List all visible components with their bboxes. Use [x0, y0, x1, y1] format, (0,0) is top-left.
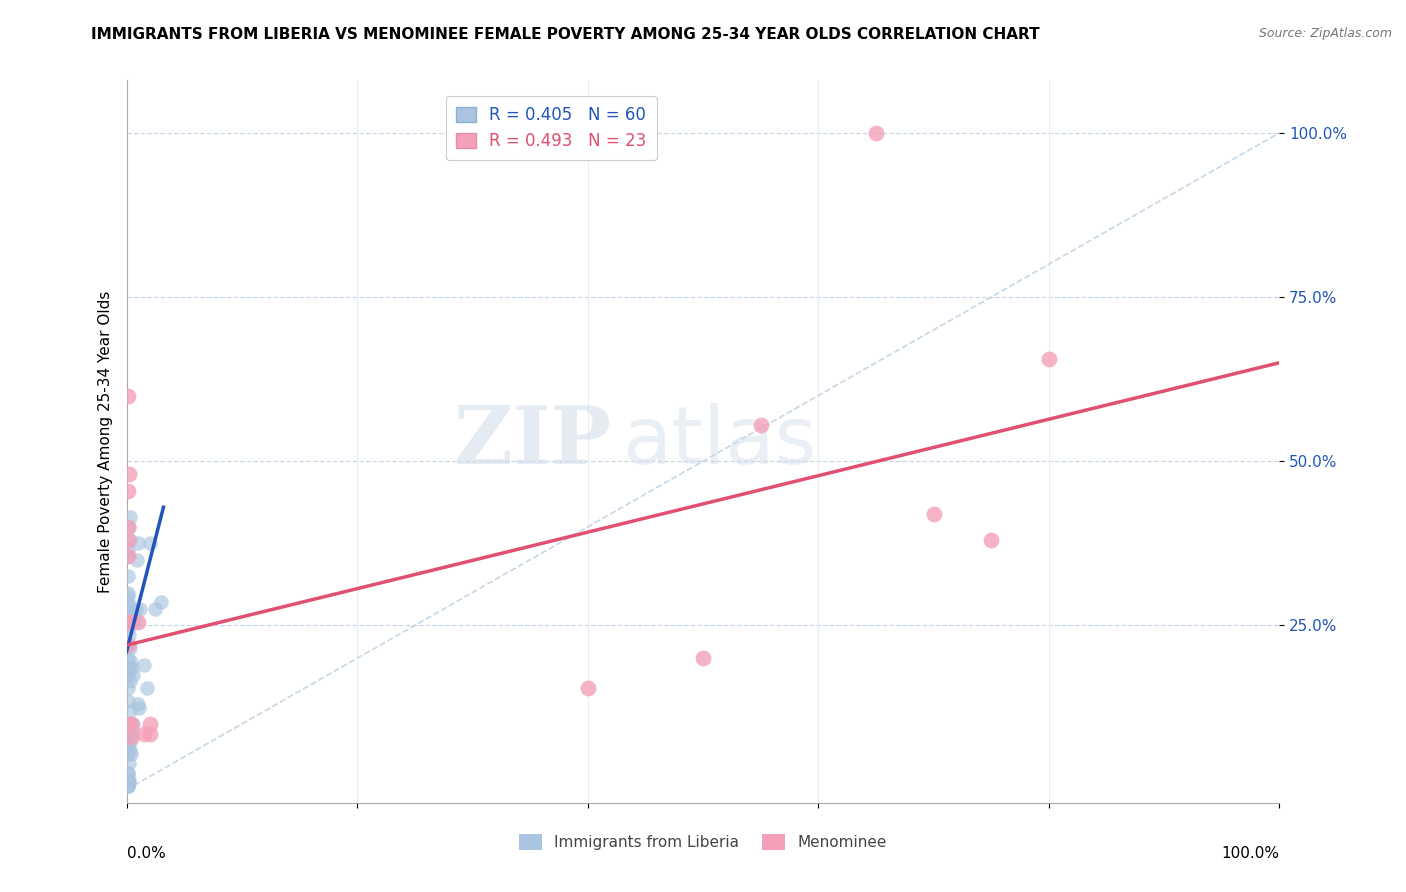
- Point: [118, 641, 141, 656]
- Point: [118, 756, 141, 771]
- Y-axis label: Female Poverty Among 25-34 Year Olds: Female Poverty Among 25-34 Year Olds: [97, 291, 112, 592]
- Point: [120, 733, 142, 747]
- Point: [124, 615, 146, 630]
- Text: atlas: atlas: [623, 402, 817, 481]
- Point: [117, 608, 139, 623]
- Point: [118, 704, 141, 718]
- Point: [117, 589, 139, 603]
- Text: Source: ZipAtlas.com: Source: ZipAtlas.com: [1258, 27, 1392, 40]
- Text: IMMIGRANTS FROM LIBERIA VS MENOMINEE FEMALE POVERTY AMONG 25-34 YEAR OLDS CORREL: IMMIGRANTS FROM LIBERIA VS MENOMINEE FEM…: [91, 27, 1040, 42]
- Point: [121, 605, 143, 619]
- Point: [127, 536, 149, 550]
- Point: [117, 772, 139, 787]
- Point: [128, 700, 150, 714]
- Point: [117, 766, 139, 780]
- Point: [138, 536, 160, 550]
- Point: [118, 638, 141, 652]
- Point: [117, 739, 139, 754]
- Point: [127, 615, 149, 630]
- Point: [118, 510, 141, 524]
- Point: [117, 549, 139, 564]
- Point: [118, 661, 141, 675]
- Point: [980, 533, 1002, 547]
- Point: [117, 766, 139, 780]
- Point: [865, 126, 887, 140]
- Point: [117, 542, 139, 557]
- Point: [117, 780, 139, 794]
- Point: [118, 772, 141, 787]
- Point: [576, 681, 599, 695]
- Point: [120, 730, 142, 744]
- Point: [132, 727, 155, 741]
- Point: [138, 717, 160, 731]
- Point: [117, 549, 139, 564]
- Point: [117, 747, 139, 761]
- Point: [117, 533, 139, 547]
- Point: [117, 651, 139, 665]
- Point: [121, 661, 143, 675]
- Point: [117, 599, 139, 613]
- Point: [118, 674, 141, 689]
- Point: [117, 388, 139, 402]
- Point: [749, 418, 772, 433]
- Point: [117, 585, 139, 599]
- Point: [118, 727, 141, 741]
- Point: [118, 776, 141, 790]
- Point: [117, 667, 139, 681]
- Text: 100.0%: 100.0%: [1222, 847, 1279, 861]
- Legend: Immigrants from Liberia, Menominee: Immigrants from Liberia, Menominee: [513, 829, 893, 856]
- Point: [117, 569, 139, 583]
- Point: [125, 602, 148, 616]
- Point: [118, 533, 141, 547]
- Point: [1038, 352, 1060, 367]
- Point: [150, 595, 173, 609]
- Point: [136, 681, 159, 695]
- Point: [117, 615, 139, 630]
- Point: [120, 747, 142, 761]
- Point: [117, 772, 139, 787]
- Point: [118, 628, 141, 642]
- Point: [922, 507, 945, 521]
- Point: [120, 717, 142, 731]
- Point: [117, 638, 139, 652]
- Point: [117, 681, 139, 695]
- Point: [117, 727, 139, 741]
- Point: [118, 743, 141, 757]
- Point: [117, 622, 139, 636]
- Point: [125, 553, 148, 567]
- Point: [117, 780, 139, 794]
- Point: [117, 638, 139, 652]
- Point: [122, 667, 145, 681]
- Point: [118, 717, 141, 731]
- Point: [692, 651, 714, 665]
- Point: [118, 520, 141, 534]
- Point: [118, 467, 141, 482]
- Point: [117, 780, 139, 794]
- Point: [132, 657, 155, 672]
- Point: [117, 717, 139, 731]
- Point: [117, 595, 139, 609]
- Point: [138, 727, 160, 741]
- Point: [145, 602, 166, 616]
- Point: [121, 723, 143, 738]
- Point: [117, 694, 139, 708]
- Point: [117, 520, 139, 534]
- Point: [117, 605, 139, 619]
- Point: [122, 717, 145, 731]
- Point: [127, 698, 149, 712]
- Text: 0.0%: 0.0%: [127, 847, 166, 861]
- Text: ZIP: ZIP: [454, 402, 610, 481]
- Point: [117, 483, 139, 498]
- Point: [118, 615, 141, 630]
- Point: [120, 655, 142, 669]
- Point: [129, 602, 152, 616]
